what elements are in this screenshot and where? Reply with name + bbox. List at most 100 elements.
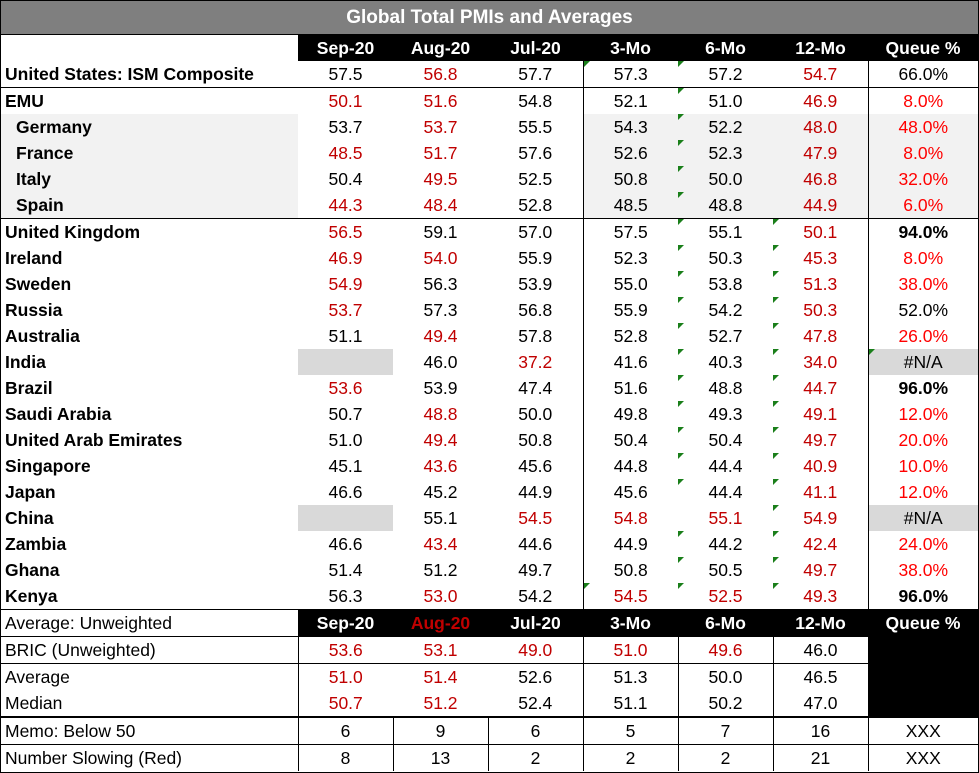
cell: 51.4 [328, 560, 363, 580]
cell: 53.7 [328, 117, 363, 137]
cell: 50.8 [613, 560, 648, 580]
cell: 51.1 [583, 690, 679, 717]
cell: 50.4 [613, 430, 648, 450]
row-label: Brazil [5, 378, 53, 398]
cell: 50.4 [678, 427, 773, 453]
cell: 49.1 [773, 401, 869, 427]
cell: 50.7 [328, 693, 363, 713]
cell: 48.8 [678, 375, 773, 401]
blank-cell [868, 690, 978, 717]
cell: 46.0 [423, 352, 458, 372]
cell: 44.6 [488, 531, 584, 557]
cell: 54.2 [678, 297, 773, 323]
cell: 46.6 [328, 482, 363, 502]
cell: 53.6 [328, 378, 363, 398]
cell: 44.2 [678, 531, 773, 557]
cell: 52.5 [488, 166, 584, 192]
cell: 52.6 [488, 663, 584, 690]
cell: 50.1 [328, 91, 363, 111]
row-label: Singapore [5, 456, 91, 476]
cell: 55.9 [488, 245, 584, 271]
cell: 52.8 [613, 326, 648, 346]
cell: 53.7 [423, 117, 458, 137]
table-row: Kenya 56.3 53.0 54.2 54.5 52.5 49.3 96.0… [1, 583, 978, 610]
cell: 13 [393, 744, 489, 771]
summary-row: BRIC (Unweighted) 53.6 53.1 49.0 51.0 49… [1, 636, 978, 664]
cell: 44.9 [613, 534, 648, 554]
cell: 50.0 [488, 401, 584, 427]
col-header: 3-Mo [583, 35, 678, 61]
table-row: United Arab Emirates 51.0 49.4 50.8 50.4… [1, 427, 978, 453]
cell: 8 [298, 744, 394, 771]
table-row: Saudi Arabia 50.7 48.8 50.0 49.8 49.3 49… [1, 401, 978, 427]
cell: 57.3 [583, 61, 678, 88]
row-label: Japan [5, 482, 56, 502]
cell: 24.0% [898, 534, 949, 554]
cell: 48.5 [583, 192, 678, 219]
row-label: Italy [1, 166, 298, 192]
cell: 47.9 [773, 140, 869, 166]
cell: 51.0 [583, 636, 679, 664]
cell: 49.5 [423, 169, 458, 189]
row-label: India [5, 352, 46, 372]
cell: 44.4 [678, 479, 773, 505]
cell: 52.5 [678, 583, 773, 610]
table-row: United Kingdom 56.5 59.1 57.0 57.5 55.1 … [1, 218, 978, 245]
table-row: Germany 53.7 53.7 55.5 54.3 52.2 48.0 48… [1, 114, 978, 140]
cell: 8.0% [903, 91, 944, 111]
cell: 46.5 [773, 663, 869, 690]
cell: 53.1 [423, 640, 458, 660]
cell: 59.1 [423, 222, 458, 242]
cell: 51.6 [613, 378, 648, 398]
footer-row: Memo: Below 50 6 9 6 5 7 16 XXX [1, 717, 978, 745]
cell: 6 [488, 717, 584, 745]
cell: 8.0% [903, 248, 944, 268]
cell: 48.5 [328, 143, 363, 163]
cell: 54.0 [423, 248, 458, 268]
row-label: Spain [1, 192, 298, 219]
table-row: Japan 46.6 45.2 44.9 45.6 44.4 41.1 12.0… [1, 479, 978, 505]
summary-header-label: Average: Unweighted [5, 613, 173, 633]
cell: 57.8 [488, 323, 584, 349]
row-label: Australia [5, 326, 80, 346]
cell: 56.3 [328, 586, 363, 606]
cell: 51.2 [423, 560, 458, 580]
cell: 38.0% [898, 274, 949, 294]
cell: 47.0 [773, 690, 869, 717]
cell: 8.0% [868, 140, 978, 166]
col-header: Aug-20 [393, 609, 488, 637]
table-row: Spain 44.3 48.4 52.8 48.5 48.8 44.9 6.0% [1, 192, 978, 219]
cell: 54.8 [613, 508, 648, 528]
cell: 50.8 [488, 427, 584, 453]
cell: 2 [488, 744, 584, 771]
footer-row: Number Slowing (Red) 8 13 2 2 2 21 XXX [1, 744, 978, 771]
cell: 50.4 [328, 169, 363, 189]
cell: 55.1 [708, 508, 743, 528]
cell: 49.7 [773, 557, 869, 583]
row-label: Saudi Arabia [5, 404, 112, 424]
cell: 54.8 [488, 87, 584, 114]
cell: 46.9 [328, 248, 363, 268]
cell: 55.0 [613, 274, 648, 294]
table-row: China 55.1 54.5 54.8 55.1 54.9 #N/A [1, 505, 978, 531]
cell: 57.3 [423, 300, 458, 320]
cell: 37.2 [488, 349, 584, 375]
cell: 44.4 [678, 453, 773, 479]
col-header: 6-Mo [678, 35, 773, 61]
row-label: Median [1, 690, 299, 717]
cell: 7 [678, 717, 774, 745]
cell: 54.9 [773, 505, 869, 531]
table-row: India 46.0 37.2 41.6 40.3 34.0 #N/A [1, 349, 978, 375]
cell: 20.0% [898, 430, 949, 450]
cell: 96.0% [898, 378, 949, 398]
col-header: Sep-20 [298, 35, 393, 61]
cell: 45.6 [488, 453, 584, 479]
row-label: Russia [5, 300, 63, 320]
cell: 50.2 [678, 690, 774, 717]
cell: 2 [583, 744, 679, 771]
cell: 49.4 [423, 430, 458, 450]
table-row: France 48.5 51.7 57.6 52.6 52.3 47.9 8.0… [1, 140, 978, 166]
cell: 48.8 [678, 192, 773, 219]
row-label: EMU [5, 91, 44, 111]
cell: 53.8 [678, 271, 773, 297]
